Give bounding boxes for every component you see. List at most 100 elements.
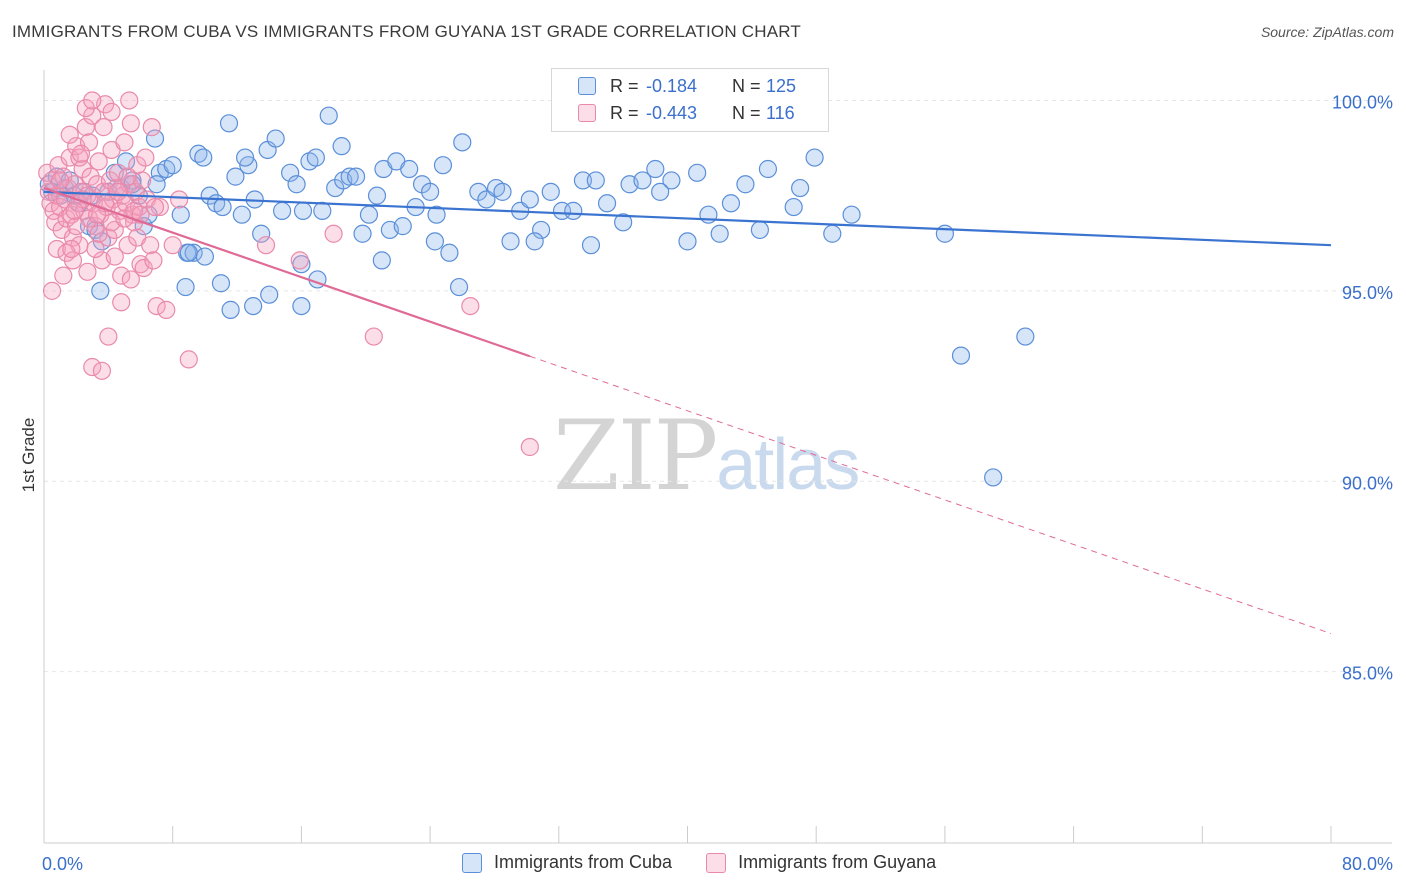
cuba-point [244,296,263,316]
cuba-point [449,277,469,297]
guyana-point [105,247,124,266]
guyana-point [150,197,169,217]
guyana-point [42,281,62,300]
guyana-point [47,239,66,259]
guyana-point [115,133,134,152]
series-cuba-points [39,106,1035,487]
guyana-point [62,239,81,259]
guyana-point [63,251,83,270]
cuba-point [525,232,544,251]
cuba-point [213,197,232,217]
cuba-point [313,201,332,220]
legend-label-cuba: Immigrants from Cuba [494,852,673,872]
cuba-point [651,182,670,201]
legend-swatch-cuba [462,852,482,873]
guyana-point [81,167,100,186]
guyana-point [324,224,343,243]
cuba-point [662,171,681,190]
y-tick-label: 90.0% [1342,473,1393,493]
series-guyana-points [38,91,539,457]
cuba-point [353,224,372,243]
grid-lines [44,99,1392,673]
series-legend: Immigrants from Cuba Immigrants from Guy… [462,852,970,873]
cuba-point [842,205,861,224]
guyana-point [108,163,128,182]
cuba-point [176,277,195,297]
cuba-point [633,171,652,190]
guyana-point [134,258,153,278]
guyana-point [102,102,121,121]
guyana-point [83,357,102,377]
legend-label-guyana: Immigrants from Guyana [738,852,937,872]
cuba-point [359,205,379,224]
cuba-point [433,156,453,175]
cuba-point [493,182,512,201]
legend-item-guyana: Immigrants from Guyana [706,852,936,873]
legend-r-value-cuba: -0.184 [646,75,698,96]
axis-labels: 100.0% 95.0% 90.0% 85.0% 0.0% 80.0% 1st Grade [19,92,1393,874]
guyana-point [63,228,83,247]
guyana-point [121,270,140,289]
cuba-point [221,300,240,319]
cuba-point [195,247,214,266]
legend-r-label: R = [610,102,639,123]
guyana-point [76,118,95,137]
guyana-point [76,98,95,118]
trend-lines [43,187,1332,635]
cuba-point [367,186,387,205]
cuba-point [573,171,593,190]
guyana-point [60,125,79,144]
cuba-point [293,201,313,220]
legend-r-label: R = [610,75,639,96]
guyana-point [65,201,84,220]
legend-n-value-cuba: 125 [766,75,797,96]
cuba-point [421,182,440,201]
cuba-point [541,182,560,201]
guyana-point [94,118,113,137]
cuba-point [453,133,472,152]
cuba-point [951,346,971,365]
cuba-point [287,175,306,194]
legend-swatch-guyana [578,104,596,122]
guyana-point [112,293,131,312]
cuba-point [721,194,741,213]
y-tick-label: 95.0% [1342,283,1393,303]
cuba-point [614,213,633,232]
cuba-point [425,232,445,251]
legend-row-cuba: R = -0.184 N = 125 [578,74,796,98]
y-tick-label: 85.0% [1342,664,1393,684]
guyana-point [89,224,108,243]
guyana-point [54,266,73,285]
cuba-point [147,175,166,194]
cuba-point [332,137,351,156]
cuba-point [791,178,810,198]
cuba-point [750,220,769,240]
cuba-point [272,201,292,220]
source-label: Source: ZipAtlas.com [1260,24,1394,40]
watermark-zip: ZIP [553,400,718,512]
guyana-point [89,152,108,171]
watermark-atlas: atlas [716,425,860,505]
trend-line-guyana-extension [529,355,1332,635]
cuba-point [646,159,665,179]
guyana-point [71,144,91,163]
cuba-point [266,129,285,148]
cuba-point [346,167,366,186]
guyana-point [136,148,155,167]
guyana-point [120,91,139,110]
cuba-point [281,163,300,182]
cuba-point [252,224,271,243]
guyana-point [170,190,189,209]
cuba-point [235,148,255,167]
cuba-point [532,220,551,240]
guyana-point [83,91,102,110]
guyana-point [99,327,118,346]
guyana-point [118,236,137,255]
cuba-point [184,243,203,262]
trend-line-cuba [43,190,1332,247]
cuba-point [319,106,338,125]
cuba-point [232,205,251,224]
axes [43,70,1392,844]
y-axis-title: 1st Grade [19,418,38,493]
legend-swatch-guyana [706,852,727,873]
